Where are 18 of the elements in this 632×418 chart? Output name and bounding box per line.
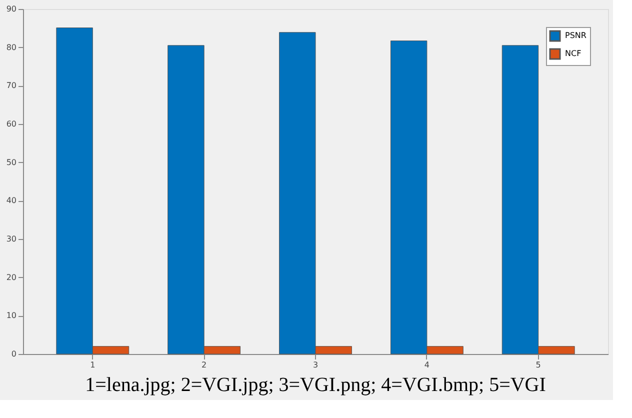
legend-label: PSNR [565,31,587,40]
x-tick-label: 3 [312,360,318,370]
y-tick-label: 60 [6,120,16,128]
y-tick-label: 20 [6,272,16,282]
y-tick-label: 90 [6,4,16,14]
y-tick-label: 50 [6,158,16,167]
y-tick-label: 0 [11,350,16,358]
y-tick-label: 10 [6,311,16,320]
x-tick-label: 4 [424,360,430,370]
y-tick-label: 70 [6,81,16,90]
x-tick-label: 5 [536,360,541,370]
x-tick-label: 2 [202,360,207,370]
legend-label: NCF [565,49,582,58]
x-tick-label: 1 [90,360,96,370]
text: 1=lena.jpg; 2=VGI.jpg; 3=VGI.png; 4=VGI.bmp; 5=VGI [85,374,546,396]
y-tick-label: 30 [6,234,16,244]
y-tick-label: 80 [6,42,16,52]
y-tick-label: 40 [6,196,16,206]
